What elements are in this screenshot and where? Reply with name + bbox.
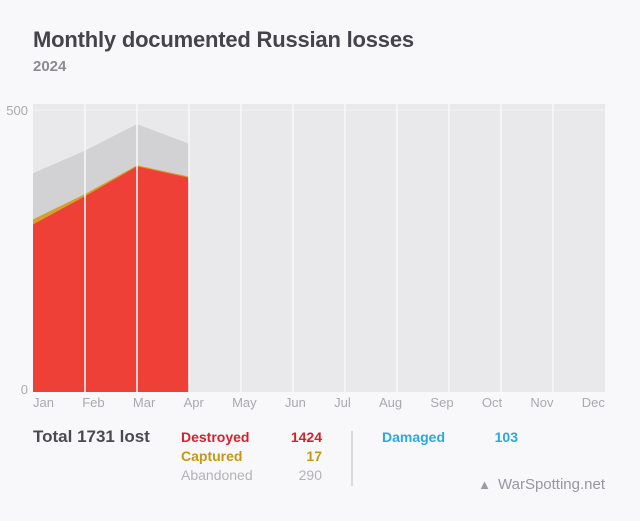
x-tick-label: Mar	[132, 395, 156, 410]
legend-value-captured: 17	[306, 448, 322, 464]
plot-area	[33, 104, 605, 392]
total-lost-label: Total 1731 lost	[33, 427, 150, 446]
legend-row-abandoned: Abandoned 290	[181, 466, 322, 485]
legend-damaged-column: Damaged 103	[382, 428, 518, 447]
triangle-up-icon: ▲	[478, 477, 491, 492]
warspotting-watermark[interactable]: ▲ WarSpotting.net	[478, 476, 605, 493]
legend-value-abandoned: 290	[298, 467, 322, 483]
area-destroyed	[33, 166, 189, 392]
y-axis-tick-min: 0	[20, 382, 28, 397]
x-tick-label: Nov	[530, 395, 554, 410]
x-tick-label: Apr	[183, 395, 204, 410]
legend-label-damaged: Damaged	[382, 429, 446, 445]
x-axis: Jan Feb Mar Apr May Jun Jul Aug Sep Oct Nov Dec	[33, 395, 605, 411]
legend-label-destroyed: Destroyed	[181, 429, 250, 445]
chart-subtitle: 2024	[33, 58, 67, 75]
legend-divider	[351, 431, 353, 486]
watermark-text: WarSpotting.net	[498, 476, 605, 493]
legend-label-captured: Captured	[181, 448, 243, 464]
legend-row-captured: Captured 17	[181, 447, 322, 466]
y-axis-tick-max: 500	[6, 103, 28, 118]
x-tick-label: May	[232, 395, 257, 410]
x-tick-label: Jul	[334, 395, 351, 410]
legend-value-damaged: 103	[494, 429, 518, 445]
x-tick-label: Feb	[82, 395, 105, 410]
x-tick-label: Sep	[430, 395, 454, 410]
x-tick-label: Dec	[581, 395, 605, 410]
x-tick-label: Jun	[284, 395, 306, 410]
legend-row-destroyed: Destroyed 1424	[181, 428, 322, 447]
legend-row-damaged: Damaged 103	[382, 428, 518, 447]
chart-title: Monthly documented Russian losses	[33, 27, 414, 52]
x-tick-label: Oct	[481, 395, 503, 410]
legend-value-destroyed: 1424	[290, 429, 322, 445]
stacked-area-chart	[33, 104, 605, 392]
legend-label-abandoned: Abandoned	[181, 467, 253, 483]
x-tick-label: Aug	[379, 395, 403, 410]
legend-lost-breakdown: Destroyed 1424 Captured 17 Abandoned 290	[181, 428, 322, 485]
x-tick-label: Jan	[33, 395, 54, 410]
